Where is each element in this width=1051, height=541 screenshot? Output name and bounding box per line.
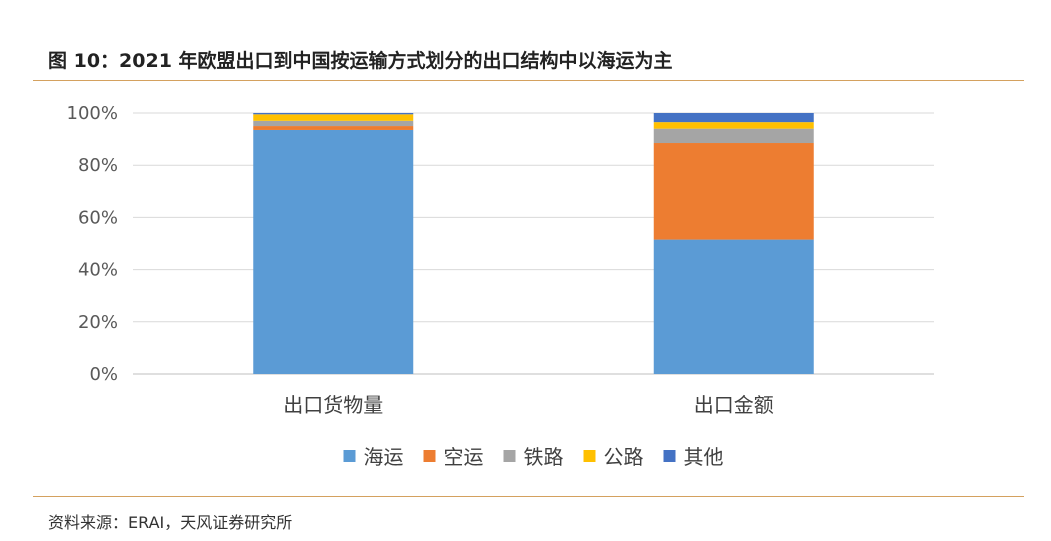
bar-segment <box>253 129 414 374</box>
bar-segment <box>653 122 814 129</box>
legend-swatch <box>343 450 356 462</box>
gridlines <box>133 112 934 375</box>
title-divider <box>33 80 1024 81</box>
x-axis-labels: 出口货物量 出口金额 <box>283 393 774 417</box>
x-tick-label: 出口货物量 <box>283 393 383 417</box>
bar-stacks <box>253 113 814 374</box>
legend-label: 铁路 <box>524 445 564 469</box>
legend-swatch <box>663 450 676 462</box>
legend-swatch <box>583 450 596 462</box>
stacked-bar-chart: 0% 20% 40% 60% 80% 100% 出口货物量 出口金额 海运 空运 铁路 公路 其他 <box>67 103 934 469</box>
y-tick-label: 0% <box>89 364 118 385</box>
legend-label: 公路 <box>604 445 644 469</box>
legend-label: 空运 <box>444 445 484 469</box>
source-note: 资料来源：ERAI，天风证券研究所 <box>48 513 293 532</box>
bar-segment <box>253 126 414 130</box>
x-tick-label: 出口金额 <box>694 393 774 417</box>
legend-swatch <box>503 450 516 462</box>
bar-segment <box>653 128 814 144</box>
y-tick-label: 100% <box>67 103 118 124</box>
bar-segment <box>253 113 414 115</box>
bar-stack <box>253 113 414 374</box>
bar-segment <box>253 120 414 127</box>
legend-label: 其他 <box>684 445 724 469</box>
legend-swatch <box>423 450 436 462</box>
y-tick-label: 40% <box>78 260 118 281</box>
y-tick-label: 60% <box>78 207 118 228</box>
y-tick-label: 20% <box>78 312 118 333</box>
legend: 海运 空运 铁路 公路 其他 <box>343 445 724 469</box>
footer-divider <box>33 496 1024 497</box>
bar-segment <box>253 114 414 121</box>
bar-segment <box>653 113 814 123</box>
y-axis-ticks: 0% 20% 40% 60% 80% 100% <box>67 103 118 385</box>
y-tick-label: 80% <box>78 155 118 176</box>
legend-label: 海运 <box>364 445 404 469</box>
bar-segment <box>653 239 814 374</box>
bar-segment <box>653 143 814 240</box>
figure-title: 图 10：2021 年欧盟出口到中国按运输方式划分的出口结构中以海运为主 <box>48 50 673 72</box>
bar-stack <box>653 113 814 374</box>
